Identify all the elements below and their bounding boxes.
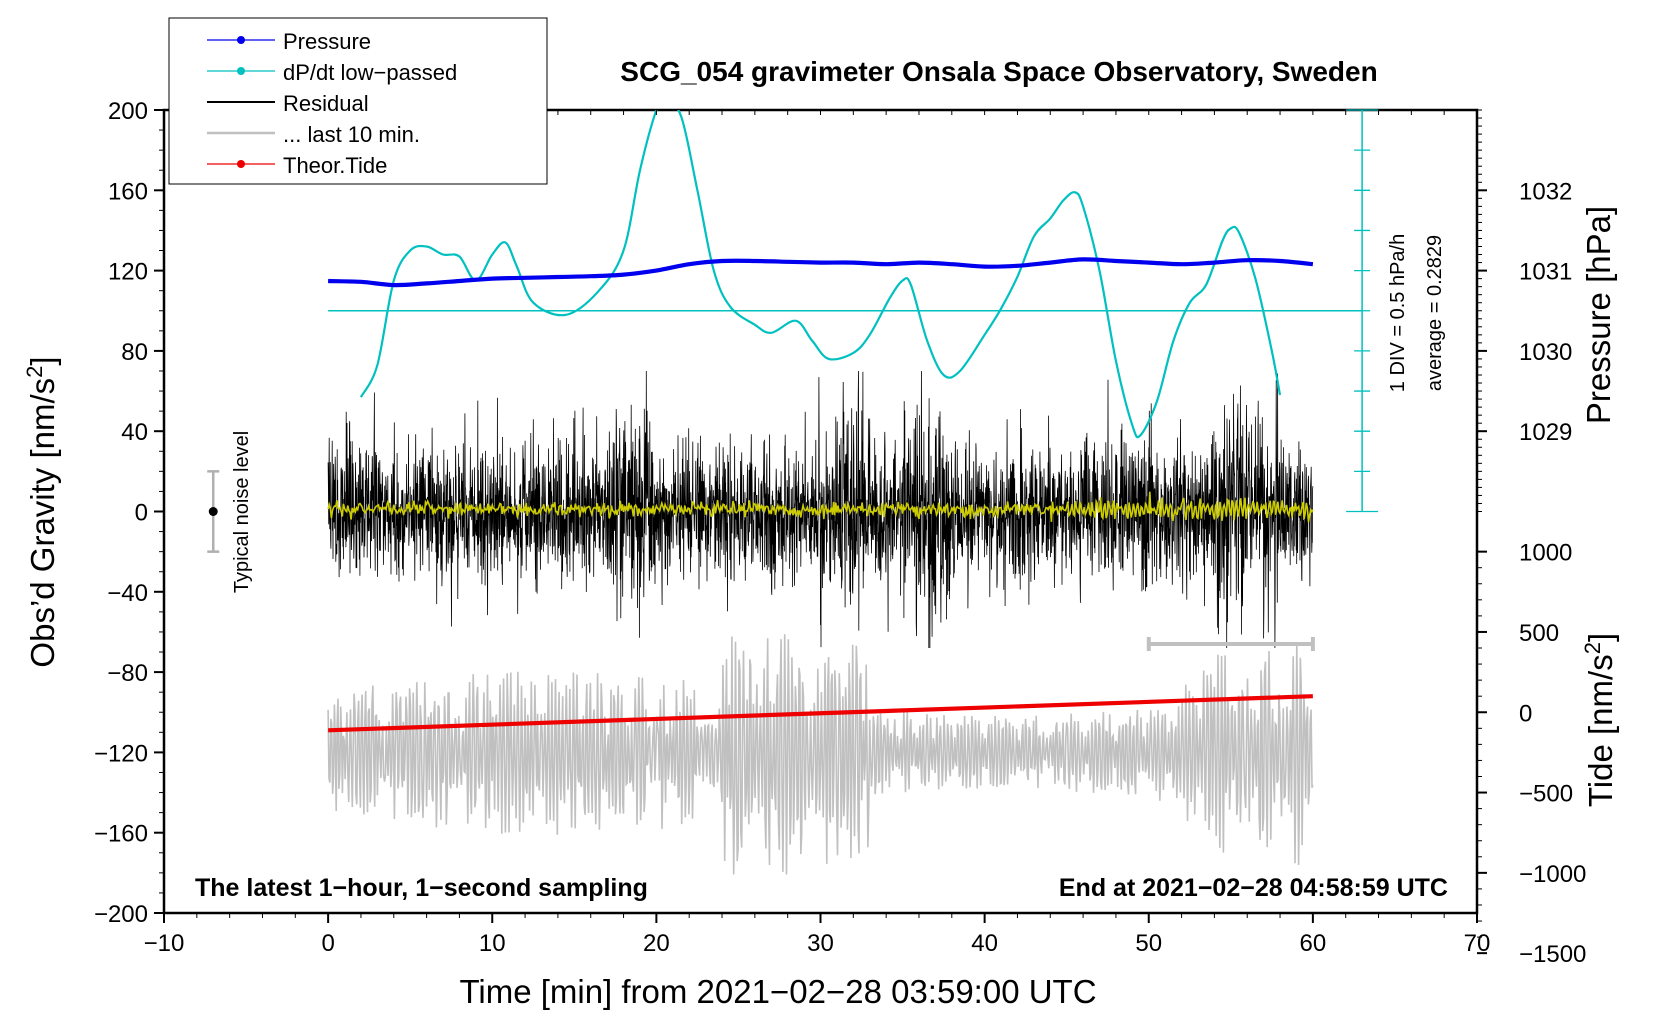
pressure-tick-label: 1032 <box>1519 178 1572 205</box>
x-tick-label: 60 <box>1300 930 1327 957</box>
chart-title: SCG_054 gravimeter Onsala Space Observat… <box>620 56 1377 87</box>
tide-tick-label: 1000 <box>1519 540 1572 567</box>
y-axis-tide-title-main: Tide [nm/s <box>1582 654 1619 807</box>
x-tick-label: 10 <box>479 930 506 957</box>
y-tick-label: −80 <box>107 660 148 687</box>
y-axis-tide-title-sup: 2 <box>1580 642 1605 654</box>
y-tick-label: 80 <box>121 339 148 366</box>
legend-label-pressure: Pressure <box>283 29 371 54</box>
legend-label-dpdt: dP/dt low−passed <box>283 60 457 85</box>
series-smoothed-residual-line <box>327 491 1314 523</box>
y-axis-tide-title-end: ] <box>1582 633 1619 642</box>
x-axis-title: Time [min] from 2021−02−28 03:59:00 UTC <box>459 973 1096 1010</box>
legend-label-tide: Theor.Tide <box>283 153 387 178</box>
legend-marker-dpdt <box>237 67 245 75</box>
x-tick-label: 20 <box>643 930 670 957</box>
dpdt-scale-division-label: 1 DIV = 0.5 hPa/h <box>1387 234 1409 392</box>
pressure-tick-label: 1031 <box>1519 259 1572 286</box>
x-tick-label: 50 <box>1135 930 1162 957</box>
x-tick-label: −10 <box>144 930 185 957</box>
x-tick-label: 30 <box>807 930 834 957</box>
axis-layer: −10 0 10 20 30 40 50 60 7020016012080400−40−80−1… <box>94 98 1586 968</box>
noise-level-label: Typical noise level <box>231 431 253 593</box>
noise-level-marker <box>208 507 218 516</box>
x-tick-label: 40 <box>971 930 998 957</box>
series-dpdt-line <box>359 110 1282 439</box>
y-tick-label: 40 <box>121 419 148 446</box>
series-residual-line <box>327 370 1314 649</box>
y-axis-left-title-sup: 2 <box>22 366 47 378</box>
y-axis-left-title-end: ] <box>24 356 61 365</box>
y-tick-label: −40 <box>107 580 148 607</box>
y-tick-label: −120 <box>94 740 148 767</box>
y-tick-label: −160 <box>94 821 148 848</box>
series-theor-tide-line <box>328 694 1313 733</box>
legend-label-residual: Residual <box>283 91 369 116</box>
legend: Pressure dP/dt low−passed Residual ... l… <box>168 17 548 185</box>
y-tick-label: 200 <box>108 98 148 125</box>
pressure-tick-label: 1030 <box>1519 339 1572 366</box>
tide-tick-label: 500 <box>1519 620 1559 647</box>
pressure-tick-label: 1029 <box>1519 419 1572 446</box>
legend-marker-pressure <box>237 36 245 44</box>
series-pressure-line <box>328 257 1314 288</box>
y-tick-label: 0 <box>135 500 148 527</box>
tide-tick-label: −500 <box>1519 781 1573 808</box>
tide-tick-label: 0 <box>1519 700 1532 727</box>
y-axis-left-title-main: Obs’d Gravity [nm/s <box>24 378 61 668</box>
tide-tick-label: −1000 <box>1519 861 1586 888</box>
y-axis-pressure-title: Pressure [hPa] <box>1580 206 1617 424</box>
y-tick-label: 120 <box>108 259 148 286</box>
dpdt-average-label: average = 0.2829 <box>1424 235 1446 391</box>
x-tick-label: 0 <box>321 930 334 957</box>
tide-tick-label: −1500 <box>1519 941 1586 968</box>
y-tick-label: −200 <box>94 901 148 928</box>
y-axis-left-title: Obs’d Gravity [nm/s2] <box>22 356 62 667</box>
annotation-sampling: The latest 1−hour, 1−second sampling <box>195 874 648 902</box>
series-layer <box>207 109 1379 875</box>
series-last-10-min-line <box>327 634 1314 875</box>
legend-marker-tide <box>237 160 245 168</box>
y-axis-tide-title: Tide [nm/s2] <box>1580 633 1620 807</box>
legend-label-last10: ... last 10 min. <box>283 122 420 147</box>
y-tick-label: 160 <box>108 178 148 205</box>
annotation-end-time: End at 2021−02−28 04:58:59 UTC <box>1059 874 1448 902</box>
